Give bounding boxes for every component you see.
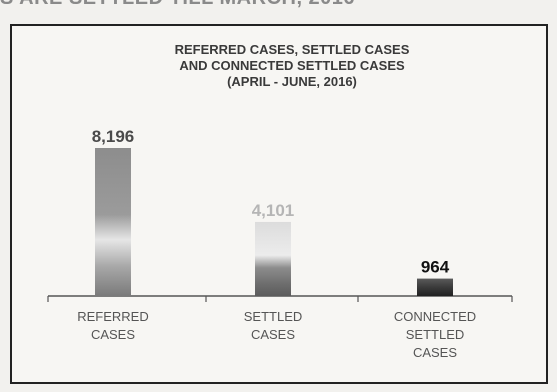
category-label-line: SETTLED <box>243 309 303 324</box>
bar-value-label-2: 4,101 <box>252 201 295 220</box>
category-label-line: CONNECTED <box>393 309 477 324</box>
category-label-line: CASES <box>90 327 136 342</box>
bar-2 <box>255 221 291 296</box>
category-label-line: CASES <box>412 345 458 360</box>
category-label-3: CONNECTED SETTLED CASES <box>370 308 500 362</box>
bar-1 <box>95 148 131 296</box>
bar-value-label-1: 8,196 <box>92 127 135 146</box>
page-heading-cut: S ARE SETTLED TILL MARCH, 2016 <box>0 0 557 10</box>
category-label-line: REFERRED <box>77 309 149 324</box>
bar-chart: 8,196 4,101 964 <box>47 127 513 302</box>
category-label-1: REFERRED CASES <box>48 308 178 344</box>
category-label-2: SETTLED CASES <box>208 308 338 344</box>
chart-title-line-3: (APRIL - JUNE, 2016) <box>227 74 357 89</box>
chart-title: REFERRED CASES, SETTLED CASES AND CONNEC… <box>142 42 442 90</box>
category-label-line: SETTLED <box>405 327 465 342</box>
chart-title-line-2: AND CONNECTED SETTLED CASES <box>179 58 405 73</box>
chart-frame: REFERRED CASES, SETTLED CASES AND CONNEC… <box>10 24 548 384</box>
category-label-line: CASES <box>250 327 296 342</box>
bar-value-label-3: 964 <box>421 258 450 277</box>
bar-3 <box>417 278 453 296</box>
chart-title-line-1: REFERRED CASES, SETTLED CASES <box>174 42 410 57</box>
